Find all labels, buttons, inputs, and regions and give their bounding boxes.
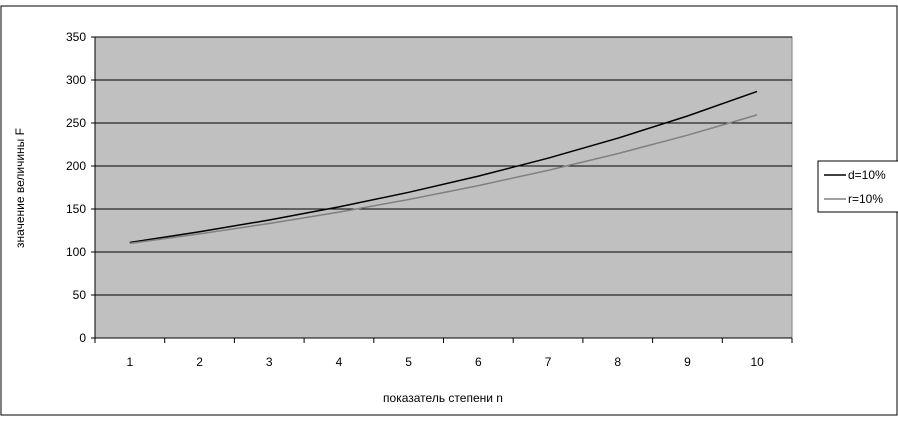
x-tick-label: 10 bbox=[750, 355, 764, 369]
x-tick-label: 3 bbox=[266, 355, 273, 369]
x-tick-label: 5 bbox=[405, 355, 412, 369]
y-tick-label: 350 bbox=[66, 30, 86, 44]
legend-label-1: d=10% bbox=[848, 168, 886, 182]
y-tick-label: 150 bbox=[66, 202, 86, 216]
series-lines bbox=[129, 90, 758, 245]
legend-label-2: r=10% bbox=[848, 192, 883, 206]
y-tick-label: 200 bbox=[66, 159, 86, 173]
x-tick-label: 2 bbox=[196, 355, 203, 369]
x-tick-label: 6 bbox=[475, 355, 482, 369]
y-tick-label: 0 bbox=[79, 331, 86, 345]
y-tick-label: 300 bbox=[66, 73, 86, 87]
tick-labels: 0 50 100 150 200 250 300 350 1 2 3 4 5 6 7 8 9 10 bbox=[66, 30, 764, 369]
plot-area bbox=[94, 36, 793, 339]
y-tick-label: 250 bbox=[66, 116, 86, 130]
x-tick-label: 9 bbox=[684, 355, 691, 369]
x-tick-label: 7 bbox=[545, 355, 552, 369]
legend: d=10% r=10% bbox=[817, 160, 898, 213]
y-tick-label: 50 bbox=[73, 288, 87, 302]
x-axis-title: показатель степени n bbox=[383, 391, 503, 405]
x-tick-label: 1 bbox=[127, 355, 134, 369]
grid-lines bbox=[95, 36, 792, 296]
x-tick-label: 8 bbox=[614, 355, 621, 369]
y-tick-label: 100 bbox=[66, 245, 86, 259]
legend-box bbox=[817, 160, 898, 213]
y-axis-title: значение величины F bbox=[13, 128, 27, 248]
x-tick-label: 4 bbox=[336, 355, 343, 369]
axes bbox=[91, 36, 793, 343]
series-line-1 bbox=[129, 90, 758, 244]
series-line-2 bbox=[129, 114, 758, 245]
